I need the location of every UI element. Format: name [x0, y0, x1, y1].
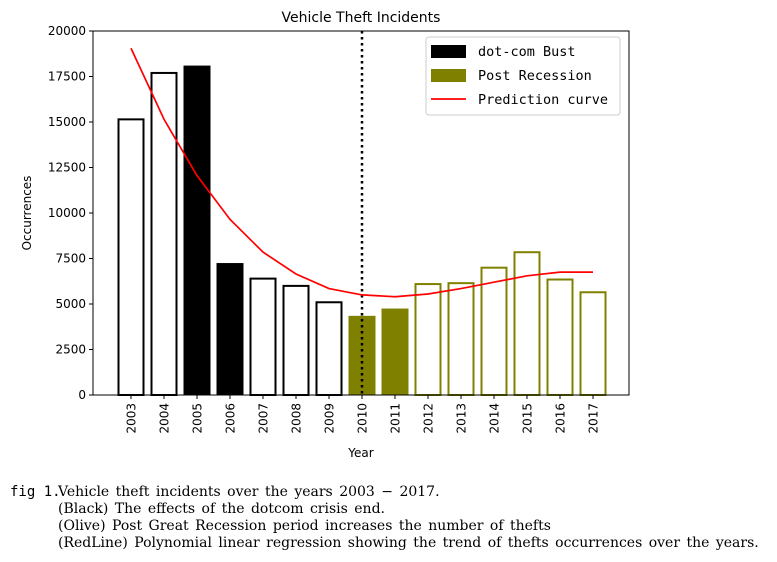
bar-2013	[447, 282, 475, 396]
caption-line-3: (Olive) Post Great Recession period incr…	[58, 518, 551, 534]
x-tick-label: 2006	[224, 403, 238, 434]
legend-swatch	[431, 45, 466, 58]
bar-2005	[183, 65, 211, 395]
y-tick-label: 0	[78, 388, 86, 402]
bar-2011	[381, 308, 409, 395]
caption-line-4: (RedLine) Polynomial linear regression s…	[58, 535, 759, 551]
x-tick-label: 2004	[158, 403, 172, 434]
bar-2007	[249, 277, 277, 396]
bar-2003	[117, 118, 145, 397]
y-tick-label: 17500	[48, 70, 86, 84]
plot-area: 0 2500 5000 7500 10000 12500 15000 17500 20000 20…	[48, 24, 630, 434]
caption-label: fig 1.	[10, 484, 61, 500]
bar-2017	[579, 291, 607, 397]
y-tick-label: 15000	[48, 115, 86, 129]
x-axis-label: Year	[347, 446, 373, 460]
y-tick-label: 12500	[48, 161, 86, 175]
y-tick-label: 10000	[48, 206, 86, 220]
y-tick-label: 7500	[55, 252, 86, 266]
x-tick-label: 2014	[488, 403, 502, 434]
bar-2008	[282, 284, 310, 397]
x-tick-label: 2012	[422, 403, 436, 434]
caption-line-2: (Black) The effects of the dotcom crisis…	[58, 501, 385, 517]
x-tick-label: 2015	[521, 403, 535, 434]
y-tick-label: 2500	[55, 343, 86, 357]
bar-2015	[513, 251, 541, 396]
legend-label: Prediction curve	[478, 92, 608, 108]
bar-2016	[546, 278, 574, 396]
x-tick-label: 2007	[257, 403, 271, 434]
x-tick-label: 2011	[389, 403, 403, 434]
caption-lines: Vehicle theft incidents over the years 2…	[58, 484, 759, 552]
bar-2006	[216, 263, 244, 395]
chart-title: Vehicle Theft Incidents	[282, 10, 441, 26]
x-tick-label: 2005	[191, 403, 205, 434]
bar-2012	[414, 283, 442, 397]
x-tick-label: 2010	[356, 403, 370, 434]
bar-2009	[315, 301, 343, 396]
legend: dot-com Bust Post Recession Prediction cur…	[425, 36, 621, 116]
bar-2014	[480, 266, 508, 396]
bar-2004	[150, 71, 178, 396]
y-tick-label: 20000	[48, 24, 86, 38]
legend-label: Post Recession	[478, 68, 592, 84]
legend-box	[425, 36, 621, 116]
y-axis-label: Occurrences	[20, 176, 34, 251]
x-tick-label: 2008	[290, 403, 304, 434]
x-tick-label: 2003	[125, 403, 139, 434]
vehicle-theft-chart: Vehicle Theft Incidents 0 2500 5000 7500 100…	[20, 10, 630, 460]
x-tick-label: 2013	[455, 403, 469, 434]
y-tick-label: 5000	[55, 297, 86, 311]
x-tick-label: 2016	[554, 403, 568, 434]
x-tick-label: 2009	[323, 403, 337, 434]
legend-swatch	[431, 69, 466, 82]
x-tick-label: 2017	[587, 403, 601, 434]
caption-line-1: Vehicle theft incidents over the years 2…	[58, 484, 440, 500]
legend-label: dot-com Bust	[478, 44, 576, 60]
prediction-curve-line	[130, 47, 593, 298]
